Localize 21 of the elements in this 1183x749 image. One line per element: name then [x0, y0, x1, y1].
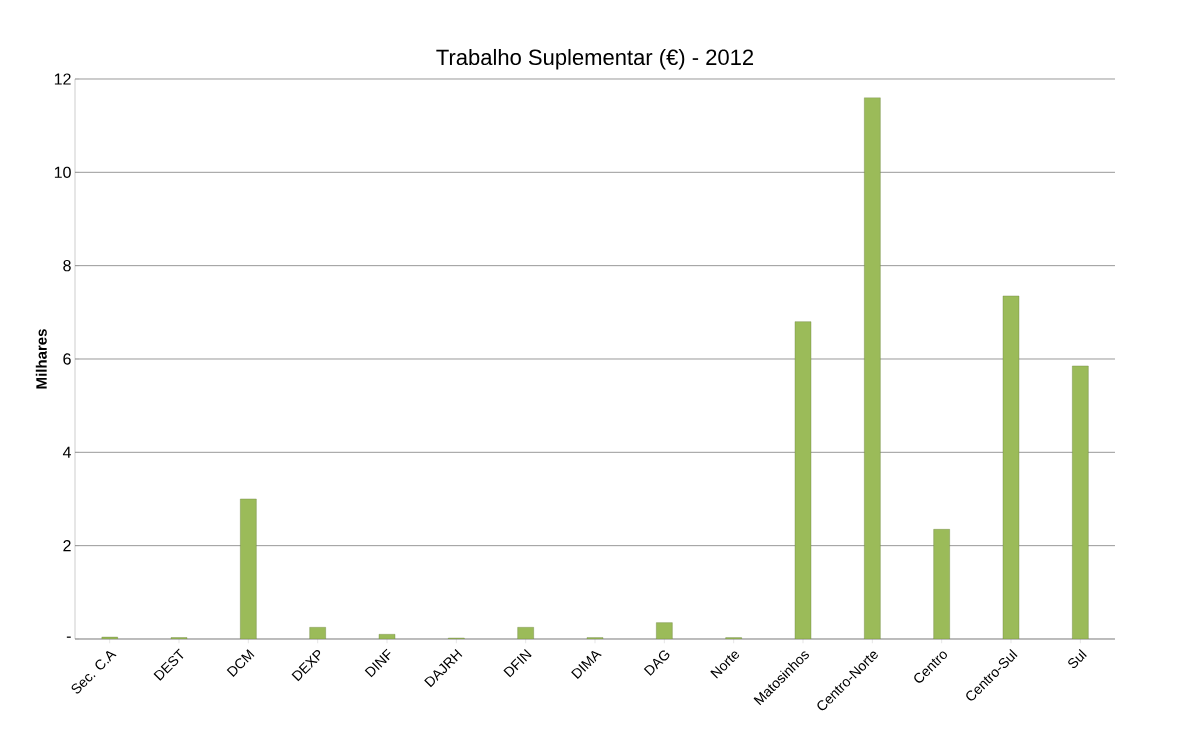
y-axis-title: Milhares — [35, 329, 47, 389]
bar — [240, 498, 257, 639]
bar — [1072, 365, 1089, 639]
bar — [378, 634, 396, 639]
y-tick-label: 4 — [62, 446, 71, 458]
bar — [933, 529, 950, 639]
bar — [864, 97, 881, 639]
y-tick-label: 2 — [63, 540, 71, 552]
bar — [794, 321, 812, 639]
y-tick-label: 12 — [54, 73, 71, 85]
y-tick-label: 10 — [54, 166, 71, 178]
x-tick-label: Sec. C.A — [71, 651, 117, 694]
y-tick-label: - — [66, 636, 71, 638]
bar — [1002, 295, 1020, 639]
y-tick-label: 6 — [63, 353, 71, 365]
bar — [656, 622, 673, 639]
bar — [517, 627, 534, 639]
bar — [309, 627, 326, 639]
y-tick-label: 8 — [63, 260, 71, 272]
x-tick-label: Sul — [1068, 648, 1087, 669]
chart-title: Trabalho Suplementar (€) - 2012 — [436, 48, 754, 70]
